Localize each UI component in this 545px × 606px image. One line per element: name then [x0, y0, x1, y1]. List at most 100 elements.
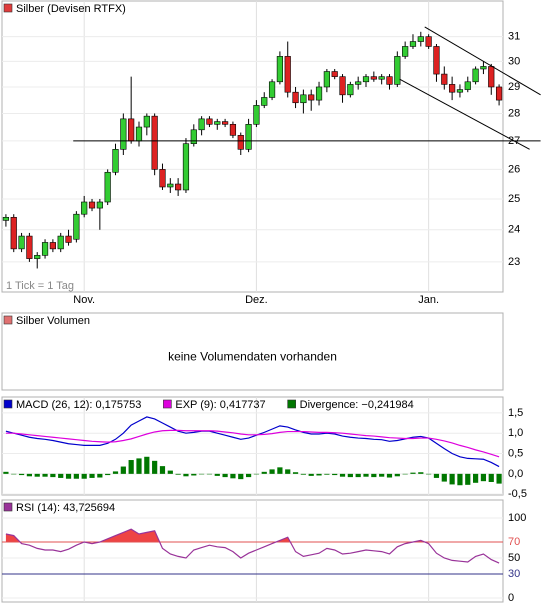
y-tick-label: 25: [508, 193, 520, 205]
bar: [144, 456, 150, 474]
candle-body: [73, 213, 80, 240]
bar: [3, 471, 9, 474]
bar: [183, 473, 189, 477]
bar: [386, 473, 393, 478]
bar: [73, 473, 79, 479]
candle-body: [394, 56, 401, 85]
trend-line: [424, 26, 541, 96]
candle-body: [198, 118, 205, 131]
legend-swatch: [287, 399, 296, 409]
candle-body: [167, 183, 174, 188]
bar: [300, 473, 306, 475]
candle-body: [104, 171, 111, 203]
y-tick-label: -0,5: [508, 488, 527, 500]
y-tick-label: 24: [508, 224, 520, 236]
legend-swatch: [3, 3, 13, 13]
y-tick-label: 1,5: [508, 407, 523, 419]
bar: [65, 473, 72, 479]
bar: [379, 473, 385, 477]
bar: [316, 473, 322, 476]
x-tick-label: Nov.: [73, 294, 95, 306]
bar: [81, 473, 87, 479]
y-tick-label: 26: [508, 163, 520, 175]
bar: [253, 473, 260, 475]
bar: [457, 473, 463, 486]
candle-body: [120, 118, 127, 150]
bar: [159, 466, 166, 474]
candle-body: [315, 86, 323, 101]
candle-body: [41, 242, 49, 256]
candle-body: [464, 81, 471, 90]
bar: [363, 473, 369, 477]
candle-body: [362, 76, 370, 83]
bar: [152, 460, 158, 474]
bar: [18, 473, 25, 476]
candle-body: [128, 118, 135, 142]
bar: [112, 471, 119, 474]
bar: [285, 469, 291, 474]
y-tick-label: 29: [508, 81, 520, 93]
candle-body: [409, 41, 417, 47]
candle-body: [402, 46, 409, 57]
candle-body: [245, 124, 252, 150]
bar: [238, 473, 244, 480]
candle-body: [112, 149, 119, 173]
candle-body: [347, 84, 354, 96]
bar: [324, 473, 330, 475]
y-tick-label: 28: [508, 107, 520, 119]
bar: [426, 473, 432, 475]
y-tick-label: 70: [508, 536, 520, 548]
candle-body: [472, 68, 479, 83]
series-line: [5, 416, 500, 468]
bar: [496, 473, 502, 484]
bar: [433, 473, 440, 478]
y-tick-label: 0: [508, 592, 514, 604]
candle-body: [292, 91, 299, 104]
bar: [245, 473, 252, 478]
bar: [277, 467, 283, 474]
scale-note: 1 Tick = 1 Tag: [6, 280, 74, 292]
candle-body: [480, 66, 487, 70]
legend-label: Silber (Devisen RTFX): [16, 3, 126, 15]
no-data-message: keine Volumendaten vorhanden: [168, 350, 337, 364]
y-tick-label: 23: [508, 256, 520, 268]
candle-body: [151, 115, 158, 170]
bar: [206, 473, 213, 475]
candle-body: [96, 201, 103, 209]
bar: [402, 473, 408, 475]
legend-label: RSI (14): 43,725694: [16, 502, 115, 514]
bar: [26, 473, 32, 477]
bar: [136, 458, 142, 474]
bar: [97, 473, 103, 478]
candle-body: [253, 105, 260, 125]
bar: [347, 473, 353, 478]
bar: [128, 460, 134, 474]
candle-body: [417, 36, 424, 42]
candle-body: [34, 255, 41, 259]
series-line: [5, 429, 500, 458]
candle-body: [261, 97, 268, 106]
bar: [34, 473, 40, 477]
bar: [105, 473, 111, 476]
candle-body: [300, 94, 307, 104]
candle-body: [159, 169, 166, 188]
y-tick-label: 31: [508, 31, 520, 43]
candle-body: [370, 76, 377, 80]
candle-body: [229, 124, 237, 136]
bar: [394, 473, 400, 477]
candle-body: [449, 84, 456, 93]
candle-body: [323, 71, 330, 88]
candle-body: [10, 216, 17, 250]
candle-body: [175, 183, 182, 191]
candle-body: [308, 94, 315, 101]
overbought-fill: [5, 529, 500, 542]
bar: [355, 473, 361, 478]
legend-swatch: [3, 399, 13, 409]
bar: [167, 470, 173, 474]
y-tick-label: 50: [508, 552, 520, 564]
bar: [332, 473, 338, 476]
bar: [214, 473, 220, 476]
candle-body: [26, 235, 33, 259]
candle-body: [355, 81, 362, 85]
